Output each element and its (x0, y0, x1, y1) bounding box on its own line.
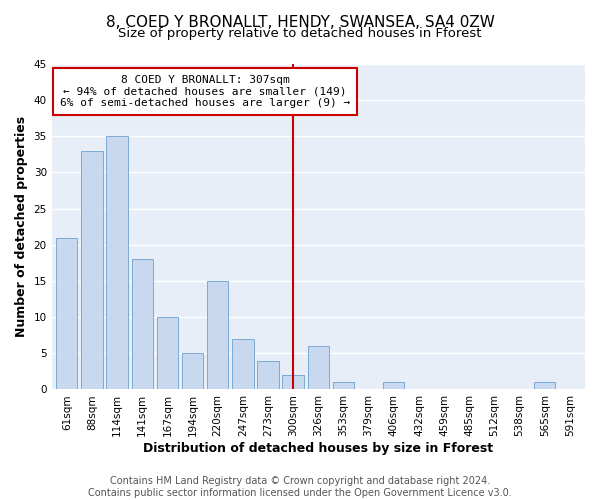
Bar (333, 382, 354, 390)
Text: Size of property relative to detached houses in Fforest: Size of property relative to detached ho… (118, 28, 482, 40)
X-axis label: Distribution of detached houses by size in Fforest: Distribution of detached houses by size … (143, 442, 493, 455)
Text: 8 COED Y BRONALLT: 307sqm
← 94% of detached houses are smaller (149)
6% of semi-: 8 COED Y BRONALLT: 307sqm ← 94% of detac… (60, 75, 350, 108)
Text: Contains HM Land Registry data © Crown copyright and database right 2024.
Contai: Contains HM Land Registry data © Crown c… (88, 476, 512, 498)
Bar (81, 151, 103, 390)
Bar (232, 339, 254, 390)
Y-axis label: Number of detached properties: Number of detached properties (15, 116, 28, 338)
Bar (308, 346, 329, 390)
Bar (383, 382, 404, 390)
Bar (207, 281, 229, 390)
Text: 8, COED Y BRONALLT, HENDY, SWANSEA, SA4 0ZW: 8, COED Y BRONALLT, HENDY, SWANSEA, SA4 … (106, 15, 494, 30)
Bar (131, 260, 153, 390)
Bar (182, 354, 203, 390)
Bar (283, 375, 304, 390)
Bar (56, 238, 77, 390)
Bar (257, 360, 279, 390)
Bar (157, 317, 178, 390)
Bar (106, 136, 128, 390)
Bar (534, 382, 556, 390)
